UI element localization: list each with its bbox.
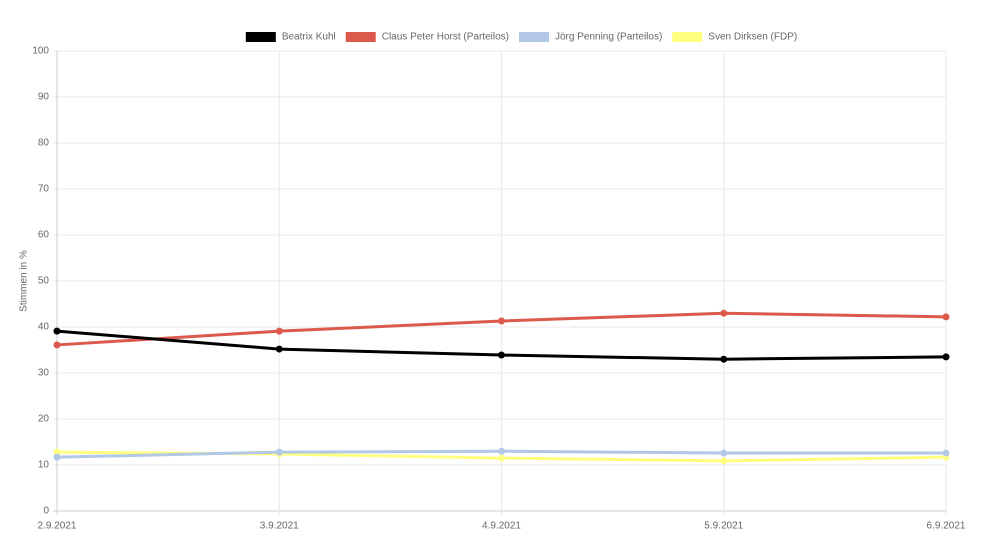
data-point — [275, 345, 283, 353]
data-point — [942, 313, 950, 321]
y-tick-label: 0 — [43, 506, 49, 517]
y-tick-label: 10 — [38, 460, 50, 471]
y-tick-label: 100 — [32, 46, 49, 57]
x-tick-label: 6.9.2021 — [927, 521, 966, 532]
legend-swatch — [672, 32, 703, 42]
y-tick-label: 50 — [38, 276, 50, 287]
data-point — [942, 449, 950, 457]
data-point — [942, 353, 950, 361]
data-point — [720, 355, 728, 363]
y-tick-label: 40 — [38, 322, 50, 333]
data-point — [720, 309, 728, 317]
x-tick-label: 3.9.2021 — [260, 521, 299, 532]
x-tick-label: 2.9.2021 — [38, 521, 77, 532]
y-tick-label: 20 — [38, 414, 50, 425]
legend-swatch — [519, 32, 549, 42]
data-point — [275, 448, 283, 456]
data-point — [498, 454, 505, 462]
x-tick-label: 5.9.2021 — [704, 521, 743, 532]
data-point — [53, 327, 61, 335]
legend-label: Beatrix Kuhl — [282, 32, 336, 43]
data-point — [53, 453, 61, 461]
y-tick-label: 90 — [38, 92, 50, 103]
y-axis-label: Stimmen in % — [19, 250, 30, 312]
y-tick-label: 70 — [38, 184, 50, 195]
legend-label: Sven Dirksen (FDP) — [708, 32, 797, 43]
data-point — [720, 449, 728, 457]
data-point — [498, 447, 505, 455]
data-point — [275, 327, 283, 335]
y-tick-label: 80 — [38, 138, 50, 149]
y-tick-label: 30 — [38, 368, 50, 379]
data-point — [498, 351, 505, 359]
data-point — [53, 448, 61, 456]
y-tick-label: 60 — [38, 230, 50, 241]
data-point — [53, 341, 61, 349]
legend-label: Claus Peter Horst (Parteilos) — [382, 32, 509, 43]
legend-label: Jörg Penning (Parteilos) — [555, 32, 662, 43]
data-point — [720, 457, 728, 465]
legend-swatch — [345, 32, 376, 42]
legend-swatch — [245, 32, 276, 42]
x-tick-label: 4.9.2021 — [482, 521, 521, 532]
data-point — [498, 317, 505, 325]
